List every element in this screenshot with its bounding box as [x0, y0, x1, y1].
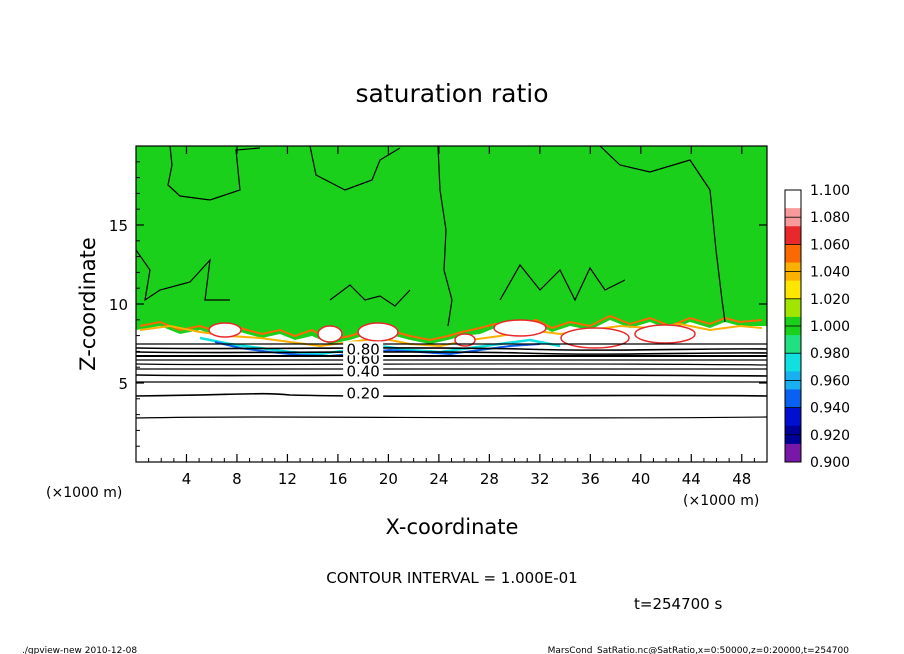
colorbar-swatch	[785, 389, 801, 409]
cloud-edge-band	[139, 314, 763, 342]
colorbar-label: 0.940	[810, 401, 850, 417]
colorbar-swatch	[785, 407, 801, 427]
x-tick-label: 24	[429, 470, 448, 488]
y-tick-label: 10	[109, 296, 128, 314]
x-tick-label: 32	[530, 470, 549, 488]
colorbar-label: 1.020	[810, 292, 850, 308]
colorbar-swatch	[785, 353, 801, 372]
colorbar-swatch	[785, 298, 801, 318]
x-tick-label: 12	[278, 470, 297, 488]
contour-interval: CONTOUR INTERVAL = 1.000E-01	[326, 569, 577, 587]
x-tick-label: 36	[581, 470, 600, 488]
chart-title: saturation ratio	[355, 79, 548, 108]
colorbar-swatch	[785, 443, 801, 463]
colorbar-swatch	[785, 335, 801, 354]
x-tick-label: 44	[682, 470, 701, 488]
x-tick-label: 20	[379, 470, 398, 488]
footer-right: MarsCond_SatRatio.nc@SatRatio,x=0:50000,…	[548, 646, 850, 654]
colorbar-label: 1.060	[810, 237, 850, 253]
colorbar-label: 1.040	[810, 265, 850, 281]
colorbar-label: 1.100	[810, 183, 850, 199]
y-axis-label: Z-coordinate	[76, 237, 100, 371]
x-axis: 4 8 12 16 20 24 28 32 36 40 44 48	[148, 146, 755, 488]
colorbar-label: 1.080	[810, 210, 850, 226]
contour-label: 0.40	[346, 363, 379, 381]
colorbar-swatch	[785, 226, 801, 245]
colorbar-swatch	[785, 244, 801, 264]
contour-label: 0.20	[346, 385, 379, 403]
contour-label: 0.80	[346, 340, 379, 358]
colorbar-label: 1.000	[810, 319, 850, 335]
colorbar: 1.100 1.080 1.060 1.040 1.020 1.000 0.980 0.960…	[784, 183, 850, 471]
cloud-pockets	[208, 319, 696, 349]
colorbar-label: 0.920	[810, 428, 850, 444]
y-axis: 5 10 15	[109, 161, 767, 447]
saturated-region	[136, 146, 767, 344]
contour-label-bg	[343, 341, 384, 356]
plot-area: 0.200.400.600.80	[136, 146, 767, 462]
x-tick-label: 48	[732, 470, 751, 488]
x-tick-label: 28	[480, 470, 499, 488]
x-unit-left: (×1000 m)	[46, 485, 122, 501]
x-tick-label: 16	[328, 470, 347, 488]
x-unit-right: (×1000 m)	[683, 493, 759, 509]
colorbar-label: 0.980	[810, 346, 850, 362]
footer-left: ./gpview-new 2010-12-08	[22, 646, 137, 654]
contour-label-bg	[343, 363, 384, 378]
contour-label-bg	[343, 385, 384, 400]
y-tick-label: 15	[109, 217, 128, 235]
colorbar-label: 0.900	[810, 455, 850, 471]
x-tick-label: 8	[232, 470, 242, 488]
contour-labels: 0.200.400.600.80	[343, 340, 384, 403]
colorbar-swatch	[785, 280, 801, 300]
x-axis-label: X-coordinate	[386, 515, 519, 539]
colorbar-label: 0.960	[810, 373, 850, 389]
colorbar-swatch	[785, 190, 801, 209]
x-tick-label: 40	[631, 470, 650, 488]
y-tick-label: 5	[118, 375, 128, 393]
time-stamp: t=254700 s	[634, 595, 722, 613]
x-tick-label: 4	[182, 470, 192, 488]
